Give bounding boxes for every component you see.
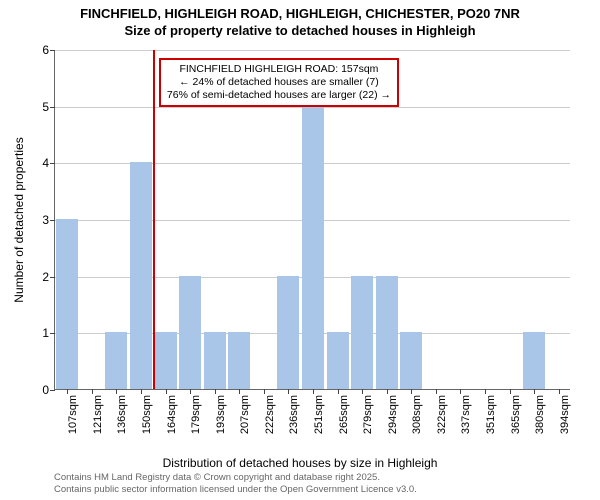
ytick-mark [50, 390, 55, 391]
ytick-label: 2 [42, 270, 49, 284]
bar [302, 106, 324, 389]
xtick-mark [387, 389, 388, 394]
xtick-mark [436, 389, 437, 394]
xtick-label: 222sqm [264, 395, 276, 434]
ytick-label: 4 [42, 156, 49, 170]
chart-area: 0123456107sqm121sqm136sqm150sqm164sqm179… [54, 50, 570, 390]
ytick-label: 0 [42, 383, 49, 397]
annotation-line: 76% of semi-detached houses are larger (… [167, 89, 391, 102]
xtick-mark [288, 389, 289, 394]
annotation-line: FINCHFIELD HIGHLEIGH ROAD: 157sqm [167, 63, 391, 76]
xtick-mark [215, 389, 216, 394]
xtick-label: 107sqm [67, 395, 79, 434]
ytick-mark [50, 163, 55, 164]
bar [179, 276, 201, 389]
bar [105, 332, 127, 389]
xtick-mark [510, 389, 511, 394]
xtick-label: 236sqm [288, 395, 300, 434]
bar [56, 219, 78, 389]
xtick-mark [264, 389, 265, 394]
xtick-mark [460, 389, 461, 394]
title-line-2: Size of property relative to detached ho… [10, 23, 590, 40]
xtick-mark [313, 389, 314, 394]
bar [327, 332, 349, 389]
ytick-mark [50, 220, 55, 221]
bar [351, 276, 373, 389]
xtick-mark [166, 389, 167, 394]
footer-line-2: Contains public sector information licen… [54, 484, 417, 496]
x-axis-label: Distribution of detached houses by size … [163, 456, 438, 470]
footer-line-1: Contains HM Land Registry data © Crown c… [54, 472, 417, 484]
bar [277, 276, 299, 389]
xtick-mark [116, 389, 117, 394]
xtick-label: 207sqm [239, 395, 251, 434]
xtick-label: 322sqm [436, 395, 448, 434]
xtick-mark [141, 389, 142, 394]
ytick-label: 6 [42, 43, 49, 57]
xtick-mark [485, 389, 486, 394]
xtick-mark [92, 389, 93, 394]
ytick-label: 1 [42, 326, 49, 340]
xtick-mark [411, 389, 412, 394]
bar [228, 332, 250, 389]
gridline [55, 50, 570, 51]
plot-area: 0123456107sqm121sqm136sqm150sqm164sqm179… [54, 50, 570, 390]
xtick-mark [534, 389, 535, 394]
xtick-mark [67, 389, 68, 394]
xtick-label: 164sqm [166, 395, 178, 434]
xtick-label: 380sqm [534, 395, 546, 434]
bar [400, 332, 422, 389]
xtick-label: 279sqm [362, 395, 374, 434]
xtick-mark [338, 389, 339, 394]
xtick-label: 308sqm [411, 395, 423, 434]
xtick-label: 150sqm [141, 395, 153, 434]
xtick-mark [239, 389, 240, 394]
bar [204, 332, 226, 389]
xtick-label: 351sqm [485, 395, 497, 434]
bar [130, 162, 152, 389]
xtick-label: 337sqm [460, 395, 472, 434]
xtick-label: 265sqm [338, 395, 350, 434]
xtick-label: 394sqm [559, 395, 571, 434]
bar [523, 332, 545, 389]
xtick-mark [190, 389, 191, 394]
ytick-mark [50, 333, 55, 334]
annotation-line: ← 24% of detached houses are smaller (7) [167, 76, 391, 89]
xtick-label: 136sqm [116, 395, 128, 434]
xtick-label: 179sqm [190, 395, 202, 434]
xtick-mark [559, 389, 560, 394]
xtick-label: 121sqm [92, 395, 104, 434]
xtick-label: 251sqm [313, 395, 325, 434]
ytick-mark [50, 50, 55, 51]
ytick-label: 5 [42, 100, 49, 114]
bar [376, 276, 398, 389]
bar [155, 332, 177, 389]
xtick-mark [362, 389, 363, 394]
xtick-label: 294sqm [387, 395, 399, 434]
ytick-mark [50, 277, 55, 278]
chart-title: FINCHFIELD, HIGHLEIGH ROAD, HIGHLEIGH, C… [0, 0, 600, 42]
ytick-mark [50, 107, 55, 108]
xtick-label: 365sqm [510, 395, 522, 434]
footer-attributions: Contains HM Land Registry data © Crown c… [54, 472, 417, 496]
y-axis-label: Number of detached properties [12, 137, 26, 302]
xtick-label: 193sqm [215, 395, 227, 434]
annotation-box: FINCHFIELD HIGHLEIGH ROAD: 157sqm← 24% o… [159, 58, 399, 107]
ytick-label: 3 [42, 213, 49, 227]
marker-line [153, 50, 155, 389]
title-line-1: FINCHFIELD, HIGHLEIGH ROAD, HIGHLEIGH, C… [10, 6, 590, 23]
